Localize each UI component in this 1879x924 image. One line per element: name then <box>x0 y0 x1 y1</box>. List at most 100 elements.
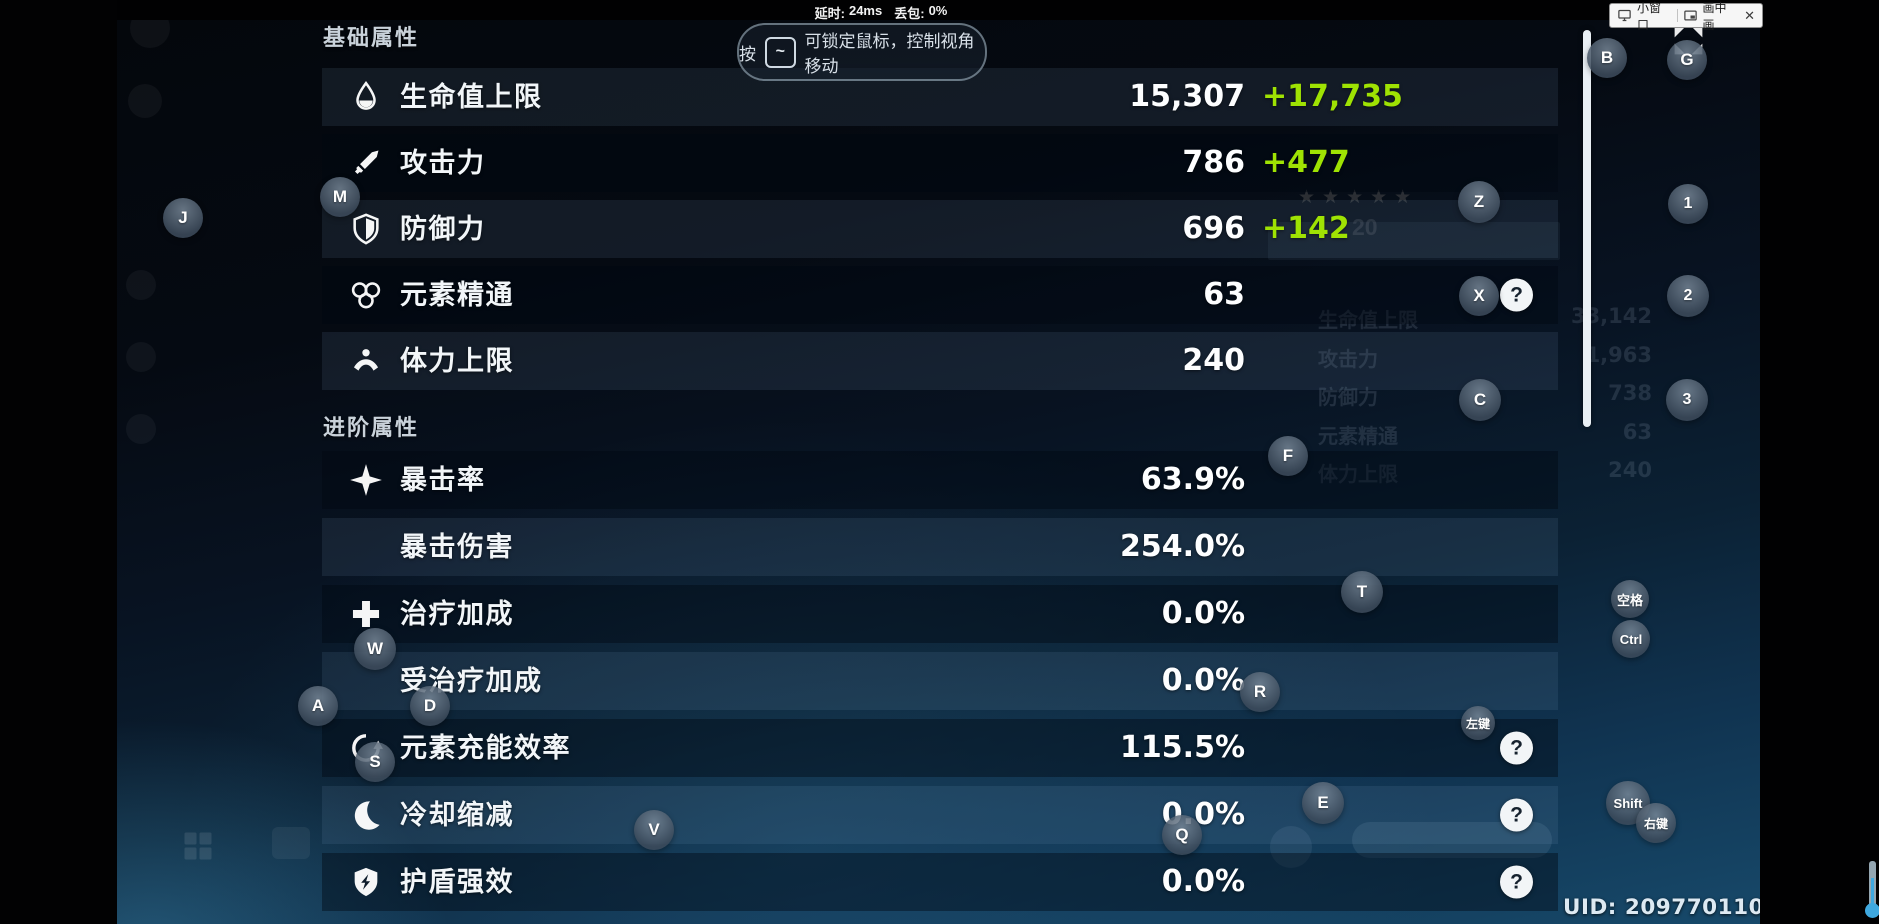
mouse-lock-tooltip: 按 ~ 可锁定鼠标，控制视角移动 <box>737 23 987 81</box>
small-window-button[interactable]: 小窗口 <box>1637 0 1662 32</box>
ghost-character-icon <box>1270 826 1312 868</box>
stat-row-cooldown-reduction: 冷却缩减 0.0% ? <box>322 786 1558 844</box>
help-icon[interactable]: ? <box>1500 798 1533 832</box>
ghost-label: 体力上限 <box>1318 464 1398 486</box>
stat-label: 体力上限 <box>400 346 514 376</box>
key-overlay-d: D <box>410 686 450 726</box>
stat-row-attack: 攻击力 786 +477 <box>322 134 1558 192</box>
ghost-menu-icon <box>126 270 156 300</box>
stat-bonus: +477 <box>1262 145 1350 180</box>
stat-row-incoming-healing-bonus: 受治疗加成 0.0% <box>322 652 1558 710</box>
key-overlay-right-click: 右键 <box>1636 803 1676 843</box>
ghost-label: 攻击力 <box>1318 349 1378 371</box>
stat-row-crit-dmg: 暴击伤害 254.0% <box>322 518 1558 576</box>
help-icon[interactable]: ? <box>1500 865 1533 899</box>
tooltip-prefix: 按 <box>739 44 756 64</box>
stat-label: 护盾强效 <box>400 867 514 897</box>
stat-value: 0.0% <box>1161 663 1245 698</box>
key-overlay-ctrl: Ctrl <box>1612 620 1650 658</box>
crit-rate-icon <box>349 463 383 497</box>
packet-loss-value: 0% <box>928 3 948 18</box>
ghost-label: 元素精通 <box>1318 426 1398 448</box>
attack-icon <box>349 146 383 180</box>
stat-label: 冷却缩减 <box>400 800 514 830</box>
key-overlay-g: G <box>1667 40 1707 80</box>
stat-row-defense: 防御力 696 +142 <box>322 200 1558 258</box>
key-overlay-v: V <box>634 810 674 850</box>
network-status: 延时: 24ms 丢包: 0% <box>796 3 966 22</box>
ghost-grid-icon <box>180 828 216 864</box>
stat-row-shield-strength: 护盾强效 0.0% ? <box>322 853 1558 911</box>
ghost-value: 63 <box>1622 420 1652 444</box>
scrollbar[interactable] <box>1583 30 1591 427</box>
stat-label: 生命值上限 <box>400 82 543 112</box>
thermometer-bulb <box>1865 903 1879 918</box>
picture-in-picture-button[interactable]: 画中画 <box>1702 0 1727 32</box>
stat-label: 治疗加成 <box>400 599 514 629</box>
tilde-keycap-icon: ~ <box>765 36 796 68</box>
divider <box>1676 9 1678 22</box>
stat-value: 0.0% <box>1161 596 1245 631</box>
latency-value: 24ms <box>848 3 883 18</box>
ghost-menu-icon <box>128 84 162 118</box>
ghost-stat-row: 元素精通 63 <box>1318 420 1652 448</box>
picture-in-picture-icon <box>1683 10 1697 21</box>
stat-value: 696 <box>1182 211 1245 246</box>
key-overlay-1: 1 <box>1668 184 1708 224</box>
stat-row-max-stamina: 体力上限 240 <box>322 332 1558 390</box>
stat-value: 15,307 <box>1129 79 1245 114</box>
ghost-stat-row: 攻击力 1,963 <box>1318 343 1652 371</box>
key-overlay-space: 空格 <box>1611 580 1649 618</box>
stat-value: 254.0% <box>1120 529 1245 564</box>
healing-bonus-icon <box>349 597 383 631</box>
monitor-icon <box>1618 9 1631 22</box>
thermometer-fill <box>1871 878 1874 908</box>
section-title-basic: 基础属性 <box>323 25 420 50</box>
key-overlay-2: 2 <box>1667 275 1709 317</box>
key-overlay-m: M <box>320 177 360 217</box>
key-overlay-s: S <box>355 742 395 782</box>
stat-label: 暴击率 <box>400 465 486 495</box>
stat-label: 元素精通 <box>400 280 514 310</box>
ghost-band <box>1268 222 1560 260</box>
help-icon[interactable]: ? <box>1500 278 1533 312</box>
ghost-stat-row: 体力上限 240 <box>1318 458 1652 486</box>
key-overlay-w: W <box>354 628 396 670</box>
key-overlay-j: J <box>163 198 203 238</box>
key-overlay-c: C <box>1459 379 1501 421</box>
stat-value: 63 <box>1203 277 1245 312</box>
stat-label: 元素充能效率 <box>400 733 571 763</box>
ghost-value: 1,963 <box>1585 343 1652 367</box>
tooltip-text: 可锁定鼠标，控制视角移动 <box>804 32 975 76</box>
key-overlay-a: A <box>298 686 338 726</box>
help-icon[interactable]: ? <box>1500 731 1533 765</box>
key-overlay-r: R <box>1240 672 1280 712</box>
stat-value: 115.5% <box>1120 730 1245 765</box>
ghost-menu-icon <box>126 414 156 444</box>
ghost-icon <box>272 827 310 859</box>
key-overlay-f: F <box>1268 436 1308 476</box>
stat-label: 防御力 <box>400 214 486 244</box>
section-title-advanced: 进阶属性 <box>323 415 420 440</box>
stat-bonus: +17,735 <box>1262 79 1403 114</box>
stat-value: 0.0% <box>1161 864 1245 899</box>
ghost-level: 20 <box>1352 214 1378 240</box>
ghost-label: 防御力 <box>1318 387 1378 409</box>
window-controls: 小窗口 画中画 ✕ <box>1609 1 1763 32</box>
key-overlay-t: T <box>1341 571 1383 613</box>
ghost-stat-row: 防御力 738 <box>1318 381 1652 409</box>
stat-label: 攻击力 <box>400 148 486 178</box>
right-black-bar <box>1760 0 1879 924</box>
ghost-value: 240 <box>1608 458 1652 482</box>
elemental-mastery-icon <box>349 278 383 312</box>
stat-value: 240 <box>1182 343 1245 378</box>
left-black-bar <box>0 0 117 924</box>
key-overlay-left-click: 左键 <box>1461 706 1495 740</box>
packet-loss-label: 丢包: <box>894 6 925 21</box>
close-icon[interactable]: ✕ <box>1744 7 1755 23</box>
shield-strength-icon <box>349 865 383 899</box>
defense-icon <box>349 212 383 246</box>
key-overlay-q: Q <box>1162 815 1202 855</box>
latency-label: 延时: <box>814 6 845 21</box>
